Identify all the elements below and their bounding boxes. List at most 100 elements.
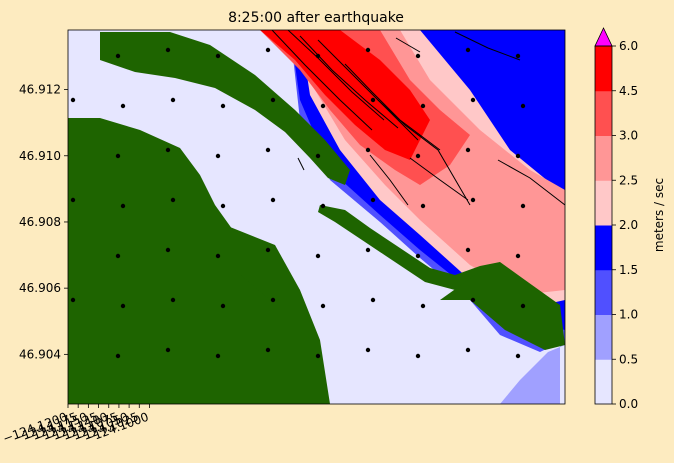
colorbar-tick-label: 0.5 [619,352,638,366]
velocity-marker [470,197,476,203]
velocity-marker [115,253,121,259]
streamline [395,37,421,53]
marker-layer [70,47,526,359]
streamline [497,159,565,206]
colorbar-label: meters / sec [652,178,666,252]
streamline-layer [271,30,565,206]
velocity-marker [165,347,171,353]
velocity-marker [220,303,226,309]
colorbar-tick-label: 1.5 [619,263,638,277]
chart-title: 8:25:00 after earthquake [228,10,404,26]
velocity-marker [165,147,171,153]
land-peninsula [100,32,350,185]
colorbar-tick-label: 3.0 [619,129,638,143]
velocity-marker [165,247,171,253]
velocity-marker [365,147,371,153]
velocity-marker [265,47,271,53]
y-axis: 46.904 46.906 46.908 46.910 46.912 [19,83,68,361]
velocity-marker [315,253,321,259]
velocity-marker [170,197,176,203]
colorbar-tick-label: 1.0 [619,308,638,322]
streamline [454,31,521,61]
velocity-marker [415,53,421,59]
velocity-marker [515,353,521,359]
velocity-marker [265,247,271,253]
speed-band-0.5-1.0 [500,30,565,404]
velocity-marker [365,247,371,253]
velocity-marker [470,297,476,303]
colorbar-bands [595,46,612,405]
velocity-marker [415,353,421,359]
velocity-marker [215,53,221,59]
velocity-marker [320,303,326,309]
velocity-marker [215,153,221,159]
velocity-marker [220,203,226,209]
velocity-marker [470,97,476,103]
colorbar-band [595,135,612,181]
colorbar-band [595,90,612,136]
velocity-marker [320,203,326,209]
velocity-marker [515,153,521,159]
colorbar-tick-label: 2.5 [619,173,638,187]
velocity-marker [370,97,376,103]
streamline [344,63,441,151]
velocity-marker [365,47,371,53]
y-tick-label: 46.906 [19,281,61,295]
colorbar-band [595,314,612,360]
velocity-marker [420,303,426,309]
velocity-marker [370,197,376,203]
velocity-marker [270,197,276,203]
colorbar-tick-label: 6.0 [619,39,638,53]
land-interior [200,215,300,300]
streamline [377,99,471,206]
plot-frame [67,29,566,405]
velocity-marker [215,353,221,359]
velocity-marker [120,203,126,209]
velocity-marker [115,53,121,59]
velocity-marker [520,203,526,209]
velocity-marker [170,297,176,303]
velocity-marker [165,47,171,53]
streamline [299,35,399,129]
velocity-marker [70,197,76,203]
velocity-marker [515,253,521,259]
velocity-marker [370,297,376,303]
velocity-marker [465,47,471,53]
velocity-marker [265,147,271,153]
colorbar: 0.0 0.5 1.0 1.5 2.0 2.5 3.0 4.5 6.0 meters / sec [594,27,666,411]
velocity-marker [415,253,421,259]
y-tick-label: 46.910 [19,149,61,163]
land-spit [318,205,500,290]
colorbar-band [595,269,612,315]
velocity-marker [315,153,321,159]
velocity-marker [120,103,126,109]
velocity-marker [220,103,226,109]
colorbar-extend-max [594,27,613,47]
velocity-marker [70,297,76,303]
velocity-marker [365,347,371,353]
colorbar-band [595,225,612,271]
streamline [317,39,419,141]
velocity-marker [465,147,471,153]
velocity-marker [320,103,326,109]
velocity-marker [420,103,426,109]
colorbar-tick-label: 4.5 [619,84,638,98]
colorbar-tick-label: 2.0 [619,218,638,232]
velocity-marker [120,303,126,309]
velocity-marker [115,353,121,359]
colorbar-band [595,180,612,226]
velocity-marker [315,353,321,359]
colorbar-band [595,46,612,92]
land-south [68,118,330,404]
velocity-marker [265,347,271,353]
velocity-marker [170,97,176,103]
velocity-marker [515,53,521,59]
velocity-marker [115,153,121,159]
velocity-marker [270,297,276,303]
y-tick-label: 46.912 [19,83,61,97]
y-tick-label: 46.904 [19,347,61,361]
colorbar-ticks: 0.0 0.5 1.0 1.5 2.0 2.5 3.0 4.5 6.0 [612,39,638,411]
y-tick-label: 46.908 [19,215,61,229]
velocity-marker [270,97,276,103]
colorbar-tick-label: 0.0 [619,397,638,411]
